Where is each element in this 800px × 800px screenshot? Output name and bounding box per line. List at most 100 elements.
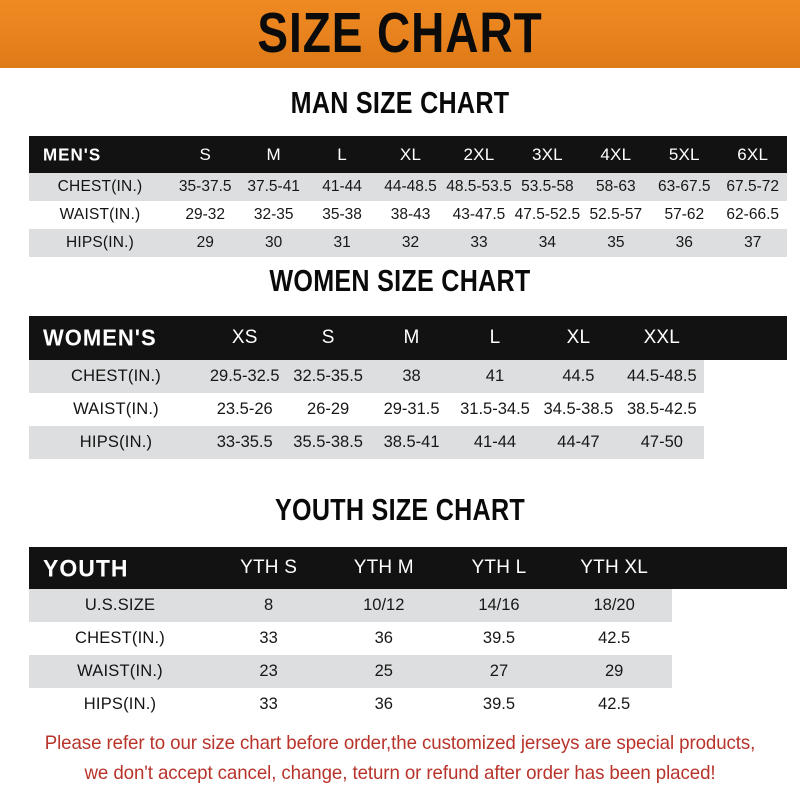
men-cell: 35-38 (322, 206, 362, 223)
youth-row-label: WAIST(IN.) (77, 662, 163, 680)
men-cell: 35 (607, 234, 625, 251)
youth-cell-spacer (671, 655, 787, 688)
men-cell: 53.5-58 (521, 178, 574, 195)
youth-column-header-yth-xl: YTH XL (580, 557, 649, 578)
women-row-label: CHEST(IN.) (71, 367, 161, 385)
men-cell: 37.5-41 (247, 178, 300, 195)
youth-column-header-yth-s: YTH S (240, 557, 298, 578)
women-cell: 41 (485, 367, 505, 385)
page-banner: SIZE CHART (0, 0, 800, 68)
youth-cell: 14/16 (478, 596, 520, 614)
men-cell: 29 (196, 234, 214, 251)
men-cell: 36 (675, 234, 693, 251)
men-cell: 52.5-57 (589, 206, 643, 223)
men-cell: 35-37.5 (178, 178, 232, 195)
men-cell: 67.5-72 (726, 178, 779, 195)
women-cell-spacer (703, 426, 787, 459)
footer-line-2: we don't accept cancel, change, teturn o… (84, 762, 716, 784)
women-cell: 41-44 (473, 433, 517, 451)
men-column-header-xl: XL (399, 144, 422, 164)
men-column-header-6xl: 6XL (737, 144, 769, 164)
youth-cell-spacer (671, 589, 787, 622)
women-column-header-spacer (704, 316, 787, 360)
footer-line-1: Please refer to our size chart before or… (44, 732, 756, 754)
women-column-header-xs: XS (231, 327, 258, 348)
table-row: HIPS(IN.) 33-35.5 35.5-38.5 38.5-41 41-44 44-… (29, 426, 787, 459)
table-row: WAIST(IN.) 23 25 27 29 (29, 655, 787, 688)
youth-cell: 27 (489, 662, 509, 680)
table-row: WAIST(IN.) 29-32 32-35 35-38 38-43 43-47.5 47.… (29, 201, 787, 229)
men-row-label: CHEST(IN.) (57, 178, 143, 195)
women-cell: 38.5-41 (383, 433, 440, 451)
men-cell: 48.5-53.5 (446, 178, 512, 195)
youth-row-label: CHEST(IN.) (75, 629, 165, 647)
women-cell: 44.5-48.5 (626, 367, 697, 385)
women-column-header-xl: XL (566, 327, 591, 348)
table-row: HIPS(IN.) 33 36 39.5 42.5 (29, 688, 787, 721)
youth-column-header-spacer (672, 547, 787, 589)
women-column-header-m: M (403, 327, 420, 348)
youth-cell-spacer (671, 622, 787, 655)
youth-cell: 39.5 (482, 695, 516, 713)
women-row-label: WAIST(IN.) (73, 400, 159, 418)
men-cell: 47.5-52.5 (514, 206, 581, 223)
women-cell: 31.5-34.5 (460, 400, 530, 418)
women-cell: 38.5-42.5 (626, 400, 697, 418)
youth-table-body: U.S.SIZE 8 10/12 14/16 18/20 CHEST(IN.) 33 36 39… (29, 589, 787, 721)
youth-column-header-yth-l: YTH L (471, 557, 527, 578)
women-cell: 34.5-38.5 (543, 400, 614, 418)
men-size-table: MEN'S S M L XL 2XL 3XL 4XL 5XL 6XL CHEST(IN.) 35-3… (29, 136, 787, 257)
youth-cell: 39.5 (482, 629, 516, 647)
women-column-header-l: L (489, 327, 501, 348)
men-column-header-5xl: 5XL (668, 144, 700, 164)
women-cell: 33-35.5 (216, 433, 273, 451)
youth-cell: 42.5 (598, 695, 631, 713)
women-cell: 29-31.5 (383, 400, 440, 418)
footer-disclaimer: Please refer to our size chart before or… (16, 728, 784, 788)
youth-cell: 25 (374, 662, 393, 680)
women-cell: 32.5-35.5 (293, 367, 363, 385)
table-row: CHEST(IN.) 29.5-32.5 32.5-35.5 38 41 44.5 44.5… (29, 360, 787, 393)
table-row: HIPS(IN.) 29 30 31 32 33 34 35 36 37 (29, 229, 787, 257)
men-cell: 43-47.5 (452, 206, 506, 223)
table-row: CHEST(IN.) 33 36 39.5 42.5 (29, 622, 787, 655)
men-column-header-4xl: 4XL (600, 144, 632, 164)
youth-size-table: YOUTH YTH S YTH M YTH L YTH XL U.S.SIZE 8 10/1… (29, 547, 787, 721)
men-header-row: MEN'S S M L XL 2XL 3XL 4XL 5XL 6XL (29, 136, 787, 173)
men-cell: 32 (401, 234, 420, 251)
men-column-header-l: L (337, 144, 347, 164)
men-cell: 41-44 (322, 178, 362, 195)
women-cell-spacer (703, 393, 787, 426)
women-cell: 23.5-26 (216, 400, 273, 418)
youth-cell: 42.5 (598, 629, 631, 647)
men-cell: 44-48.5 (384, 178, 437, 195)
women-column-header-xxl: XXL (643, 327, 681, 348)
women-cell: 35.5-38.5 (293, 433, 363, 451)
men-cell: 62-66.5 (726, 206, 779, 223)
youth-cell: 36 (374, 695, 393, 713)
youth-row-header-label: YOUTH (43, 553, 129, 582)
men-column-header-m: M (266, 144, 281, 164)
youth-cell: 29 (604, 662, 624, 680)
men-column-header-2xl: 2XL (463, 144, 495, 164)
youth-cell: 8 (264, 596, 274, 614)
men-cell: 30 (265, 234, 283, 251)
men-cell: 34 (538, 234, 557, 251)
men-cell: 38-43 (390, 206, 431, 223)
men-row-label: HIPS(IN.) (65, 234, 135, 251)
women-cell: 26-29 (307, 400, 350, 418)
women-cell-spacer (703, 360, 787, 393)
women-header-row: WOMEN'S XS S M L XL XXL (29, 316, 787, 360)
men-cell: 29-32 (185, 206, 226, 223)
section-title-men: MAN SIZE CHART (290, 86, 510, 120)
youth-row-label: U.S.SIZE (84, 596, 156, 614)
men-cell: 33 (470, 234, 488, 251)
women-cell: 47-50 (640, 433, 683, 451)
women-table-head: WOMEN'S XS S M L XL XXL (29, 316, 787, 360)
table-row: CHEST(IN.) 35-37.5 37.5-41 41-44 44-48.5 48.5… (29, 173, 787, 201)
youth-cell: 36 (374, 629, 393, 647)
men-column-header-s: S (199, 144, 211, 164)
men-cell: 37 (744, 234, 762, 251)
women-cell: 44-47 (557, 433, 600, 451)
